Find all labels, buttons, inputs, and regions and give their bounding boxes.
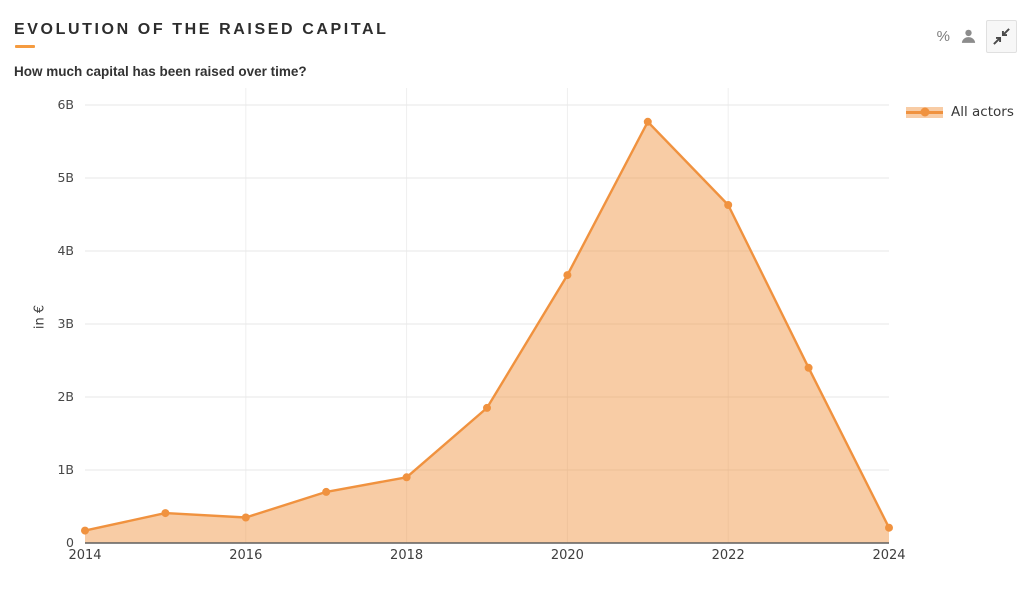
y-tick-label: 5B bbox=[57, 170, 74, 185]
y-tick-label: 3B bbox=[57, 316, 74, 331]
x-tick-label: 2018 bbox=[390, 548, 424, 563]
collapse-button[interactable] bbox=[986, 20, 1017, 53]
x-tick-label: 2024 bbox=[872, 548, 906, 563]
x-tick-label: 2022 bbox=[711, 548, 745, 563]
legend-marker-icon bbox=[906, 106, 943, 118]
y-tick-label: 1B bbox=[57, 462, 74, 477]
y-tick-label: 6B bbox=[57, 97, 74, 112]
legend-item-all-actors[interactable]: All actors bbox=[906, 104, 1014, 120]
chart-subtitle: How much capital has been raised over ti… bbox=[14, 64, 307, 79]
title-underline-accent bbox=[15, 45, 35, 48]
y-tick-label: 2B bbox=[57, 389, 74, 404]
x-tick-label: 2020 bbox=[550, 548, 584, 563]
y-axis-title: in € bbox=[32, 304, 48, 330]
x-tick-label: 2014 bbox=[68, 548, 102, 563]
header-toolbar: % bbox=[936, 20, 1017, 53]
x-tick-label: 2016 bbox=[229, 548, 263, 563]
y-tick-label: 0 bbox=[66, 535, 74, 550]
page-title: EVOLUTION OF THE RAISED CAPITAL bbox=[14, 21, 389, 38]
legend-dot-icon bbox=[920, 107, 929, 117]
user-icon[interactable] bbox=[960, 28, 977, 45]
percent-toggle-icon[interactable]: % bbox=[936, 28, 950, 45]
legend-label: All actors bbox=[951, 104, 1014, 120]
y-tick-label: 4B bbox=[57, 243, 74, 258]
collapse-arrows-icon bbox=[992, 27, 1011, 46]
